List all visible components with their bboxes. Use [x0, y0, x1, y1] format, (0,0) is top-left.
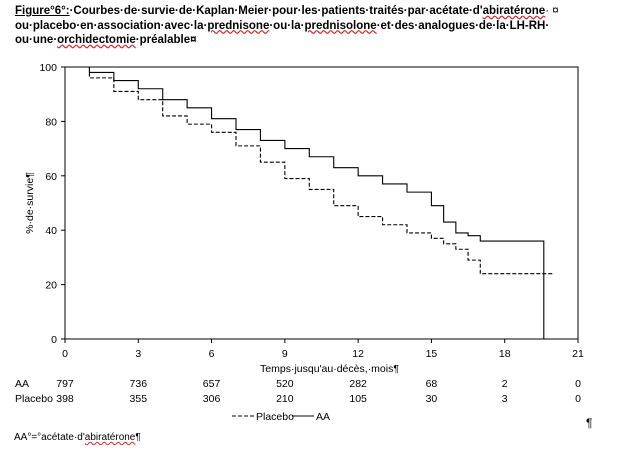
at-risk-value: 355	[130, 393, 148, 405]
figure-title: Figure°6°:·Courbes·de·survie·de·Kaplan·M…	[15, 5, 559, 46]
x-tick-label: 9	[282, 348, 288, 360]
at-risk-value: 0	[575, 393, 581, 405]
at-risk-row-label: Placebo	[15, 393, 53, 405]
at-risk-value: 657	[203, 378, 221, 390]
y-tick-label: 0	[51, 334, 57, 346]
x-tick-label: 6	[209, 348, 215, 360]
y-tick-label: 80	[45, 116, 57, 128]
x-tick-label: 18	[499, 348, 511, 360]
series-line-placebo	[65, 66, 554, 275]
at-risk-value: 306	[203, 393, 221, 405]
y-tick-label: 60	[45, 171, 57, 183]
at-risk-value: 398	[56, 393, 74, 405]
legend-label: Placebo	[256, 411, 294, 423]
at-risk-value: 210	[276, 393, 294, 405]
series-line-aa	[65, 66, 545, 339]
x-tick-label: 3	[135, 348, 141, 360]
at-risk-value: 520	[276, 378, 294, 390]
plot-frame	[64, 66, 579, 340]
at-risk-value: 3	[502, 393, 508, 405]
at-risk-value: 68	[426, 378, 438, 390]
figure-number: Figure°6°:	[15, 5, 70, 17]
pilcrow-mark: ¶	[586, 416, 593, 430]
at-risk-value: 105	[349, 393, 367, 405]
at-risk-value: 282	[349, 378, 367, 390]
x-axis-label: Temps·jusqu'au·décès,·mois¶	[260, 363, 399, 375]
y-axis-label: %·de·survie¶	[24, 172, 36, 234]
x-tick-label: 21	[572, 348, 584, 360]
at-risk-value: 2	[502, 378, 508, 390]
at-risk-value: 797	[56, 378, 74, 390]
x-tick-label: 12	[352, 348, 364, 360]
at-risk-value: 30	[426, 393, 438, 405]
y-tick-label: 40	[45, 225, 57, 237]
x-tick-label: 0	[62, 348, 68, 360]
y-tick-label: 100	[39, 62, 57, 74]
at-risk-row-label: AA	[15, 378, 29, 390]
footnote: AA°=°acétate·d'abiratérone¶	[14, 432, 141, 443]
legend-label: AA	[316, 411, 330, 423]
y-tick-label: 20	[45, 280, 57, 292]
at-risk-value: 736	[130, 378, 148, 390]
at-risk-value: 0	[575, 378, 581, 390]
x-tick-label: 15	[426, 348, 438, 360]
